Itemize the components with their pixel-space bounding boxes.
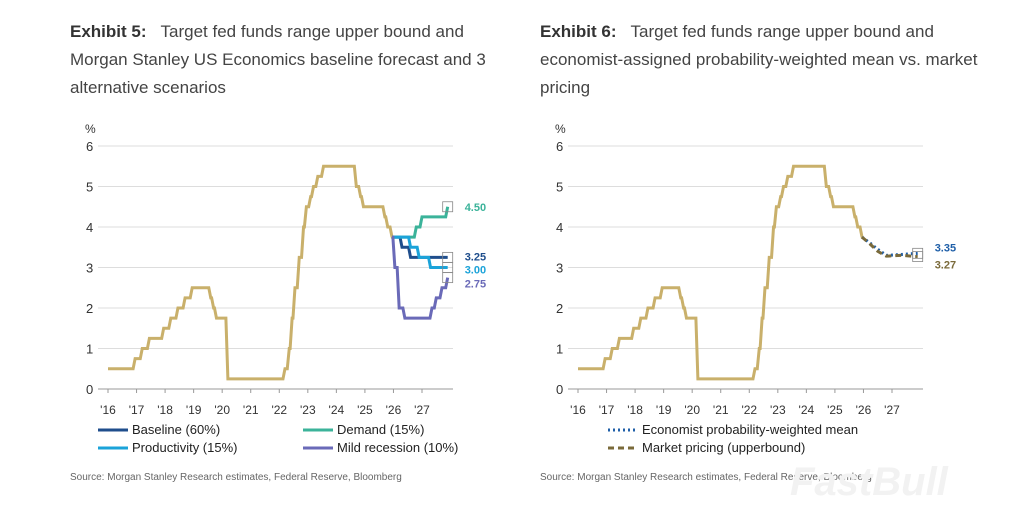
series-line-1	[392, 206, 450, 239]
watermark-logo: FastBull	[790, 460, 948, 504]
x-tick-label: '20	[214, 403, 230, 417]
x-tick-label: '18	[157, 403, 173, 417]
legend-label: Mild recession (10%)	[337, 440, 458, 455]
x-tick-label: '23	[300, 403, 316, 417]
y-tick-label: 6	[86, 139, 93, 154]
series-line-2	[392, 235, 448, 269]
series-end-marker	[442, 201, 454, 213]
series-end-label: 3.35	[935, 242, 956, 254]
x-tick-label: '26	[856, 403, 872, 417]
exhibit-5-source: Source: Morgan Stanley Research estimate…	[70, 472, 402, 483]
y-tick-label: 6	[556, 139, 563, 154]
legend-label: Market pricing (upperbound)	[642, 440, 805, 455]
x-tick-label: '21	[713, 403, 729, 417]
y-tick-label: 2	[556, 301, 563, 316]
x-tick-label: '20	[684, 403, 700, 417]
y-axis-label: %	[555, 122, 566, 136]
legend-label: Productivity (15%)	[132, 440, 237, 455]
x-tick-label: '27	[414, 403, 430, 417]
exhibit-5-heading: Target fed funds range upper bound and M…	[70, 22, 486, 97]
x-tick-label: '27	[884, 403, 900, 417]
series-end-label: 4.50	[465, 202, 486, 214]
y-tick-label: 5	[556, 180, 563, 195]
series-end-marker	[912, 251, 924, 262]
x-tick-label: '19	[186, 403, 202, 417]
exhibit-6-source: Source: Morgan Stanley Research estimate…	[540, 472, 872, 483]
exhibit-6-heading: Target fed funds range upper bound and e…	[540, 22, 978, 97]
x-tick-label: '16	[570, 403, 586, 417]
history-line	[578, 164, 864, 381]
series-end-label: 3.00	[465, 265, 486, 277]
y-tick-label: 4	[556, 220, 563, 235]
x-tick-label: '17	[599, 403, 615, 417]
y-tick-label: 3	[86, 261, 93, 276]
series-line-3	[391, 235, 450, 320]
y-axis-label: %	[85, 122, 96, 136]
legend-label: Economist probability-weighted mean	[642, 422, 858, 437]
exhibit-5-label: Exhibit 5:	[70, 22, 147, 41]
x-tick-label: '23	[770, 403, 786, 417]
x-tick-label: '17	[129, 403, 145, 417]
y-tick-label: 0	[86, 382, 93, 397]
y-tick-label: 1	[86, 342, 93, 357]
x-tick-label: '19	[656, 403, 672, 417]
exhibit-6-title: Exhibit 6: Target fed funds range upper b…	[540, 18, 990, 102]
y-tick-label: 5	[86, 180, 93, 195]
x-tick-label: '22	[741, 403, 757, 417]
x-tick-label: '24	[799, 403, 815, 417]
legend-label: Demand (15%)	[337, 422, 424, 437]
series-end-label: 3.27	[935, 260, 956, 272]
exhibit-5-chart: % 0 1 2 3 4 5 6 '16 '17 '18 '19 '20 '21 '22 '23 '24 '25 '2…	[85, 122, 486, 455]
exhibit-6-label: Exhibit 6:	[540, 22, 617, 41]
exhibit-6-chart: % 0 1 2 3 4 5 6 '16 '17 '18 '19 '20 '21 '22 '23 '24 '25 '2…	[555, 122, 956, 455]
exhibit-5-title: Exhibit 5: Target fed funds range upper b…	[70, 18, 520, 102]
series-end-label: 2.75	[465, 279, 486, 291]
y-tick-label: 4	[86, 220, 93, 235]
y-tick-label: 1	[556, 342, 563, 357]
x-tick-label: '16	[100, 403, 116, 417]
legend-label: Baseline (60%)	[132, 422, 220, 437]
history-line	[108, 164, 394, 381]
series-end-label: 3.25	[465, 251, 486, 263]
y-tick-label: 3	[556, 261, 563, 276]
x-tick-label: '26	[386, 403, 402, 417]
x-tick-label: '22	[271, 403, 287, 417]
series-end-marker	[442, 272, 454, 284]
x-tick-label: '18	[627, 403, 643, 417]
x-tick-label: '24	[329, 403, 345, 417]
x-tick-label: '25	[357, 403, 373, 417]
y-tick-label: 0	[556, 382, 563, 397]
x-tick-label: '25	[827, 403, 843, 417]
y-tick-label: 2	[86, 301, 93, 316]
x-tick-label: '21	[243, 403, 259, 417]
series-line-1	[861, 235, 918, 259]
